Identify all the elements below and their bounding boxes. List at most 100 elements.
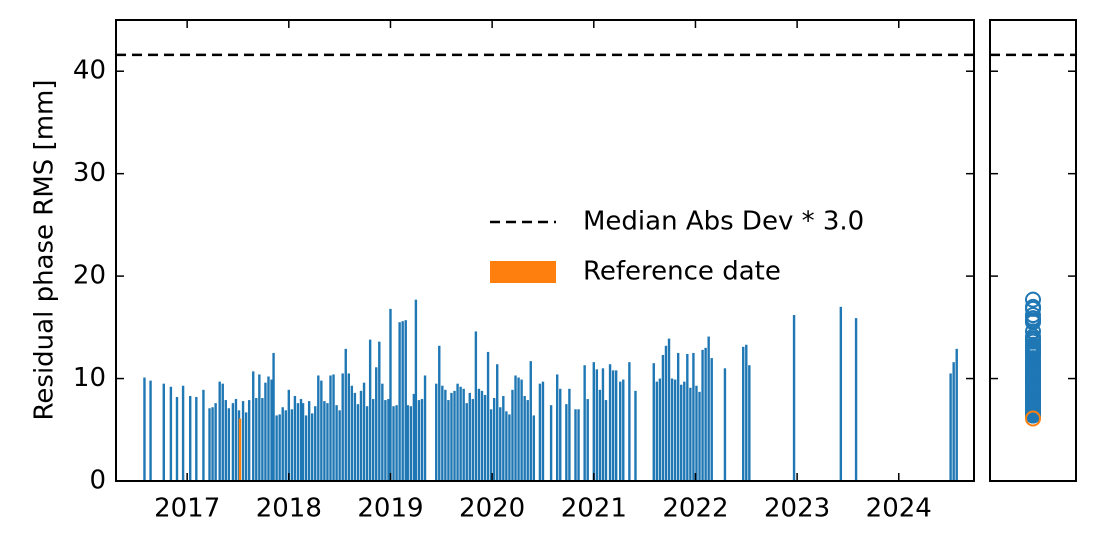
y-tick-label: 30 (73, 158, 106, 188)
bar (511, 389, 514, 481)
bar (689, 387, 692, 481)
bar (365, 406, 369, 481)
bar (453, 390, 456, 481)
bar (375, 367, 378, 481)
bar (502, 395, 505, 481)
bar (508, 414, 511, 481)
bar (701, 349, 704, 481)
bar (208, 408, 211, 481)
x-tick-label: 2020 (459, 494, 525, 524)
bar (486, 351, 490, 481)
bar (601, 368, 605, 481)
distribution-point (1025, 365, 1041, 382)
x-tick-label: 2021 (561, 494, 627, 524)
bar (389, 308, 392, 481)
reference-point (1025, 410, 1041, 427)
bar (299, 399, 303, 481)
bar (559, 388, 562, 481)
bar (287, 389, 291, 481)
bar (514, 375, 517, 481)
bar (480, 390, 484, 481)
bar (406, 405, 409, 481)
bar (592, 362, 595, 481)
bar (293, 395, 297, 481)
bar (577, 409, 580, 481)
bar (317, 375, 320, 481)
bar (517, 377, 520, 481)
bar (586, 399, 589, 481)
bar (211, 407, 214, 481)
bar (661, 354, 665, 481)
bar (619, 381, 622, 481)
bar (468, 392, 471, 481)
bar (252, 371, 255, 481)
bar (683, 381, 686, 481)
bar (255, 398, 258, 481)
bar (234, 399, 238, 481)
bar (529, 361, 532, 481)
bar (314, 406, 317, 481)
bar (655, 381, 659, 481)
bar (323, 401, 326, 481)
bar (221, 383, 224, 481)
bar (622, 379, 625, 481)
bar (538, 383, 542, 481)
y-tick-label: 20 (73, 261, 106, 291)
bar (387, 399, 390, 481)
bar (335, 405, 338, 481)
distribution-point (1025, 401, 1041, 418)
bar (258, 374, 261, 481)
bar (608, 364, 612, 481)
bar (444, 389, 447, 481)
bar (499, 407, 502, 481)
bar (362, 382, 366, 481)
distribution-point (1025, 291, 1041, 308)
bar (175, 396, 179, 481)
bar (748, 365, 751, 481)
bar (652, 363, 655, 481)
legend-reference-swatch (490, 261, 556, 283)
bar (520, 379, 523, 481)
bar (356, 404, 360, 481)
bar (264, 382, 267, 481)
x-tick-label: 2019 (357, 494, 423, 524)
bar (667, 338, 671, 481)
bar (611, 370, 615, 481)
legend-label: Median Abs Dev * 3.0 (583, 207, 864, 237)
bar (420, 399, 424, 481)
bar (692, 352, 695, 481)
bar (344, 348, 347, 481)
bar (477, 388, 481, 481)
bar (341, 373, 344, 481)
bar (304, 415, 308, 481)
bar (414, 299, 418, 481)
bar (565, 404, 568, 481)
bar (489, 409, 493, 481)
distribution-point (1025, 328, 1041, 345)
bar (320, 380, 323, 481)
bar (332, 374, 335, 481)
bar (290, 409, 294, 481)
bar (409, 406, 413, 481)
bar (952, 362, 955, 481)
bar (261, 398, 264, 481)
bar (353, 392, 357, 481)
bar (792, 315, 796, 481)
bar (459, 386, 462, 481)
bar (492, 398, 496, 481)
distribution-point (1025, 336, 1041, 353)
bar (270, 379, 273, 481)
bar (474, 331, 478, 481)
bar (658, 378, 662, 481)
bar (435, 383, 438, 481)
bar (614, 370, 618, 481)
bar (670, 378, 674, 481)
bar (707, 336, 710, 481)
bar (532, 415, 536, 481)
bar (412, 393, 416, 481)
bar (854, 318, 858, 481)
bar (471, 399, 475, 481)
distribution-point (1025, 310, 1041, 327)
